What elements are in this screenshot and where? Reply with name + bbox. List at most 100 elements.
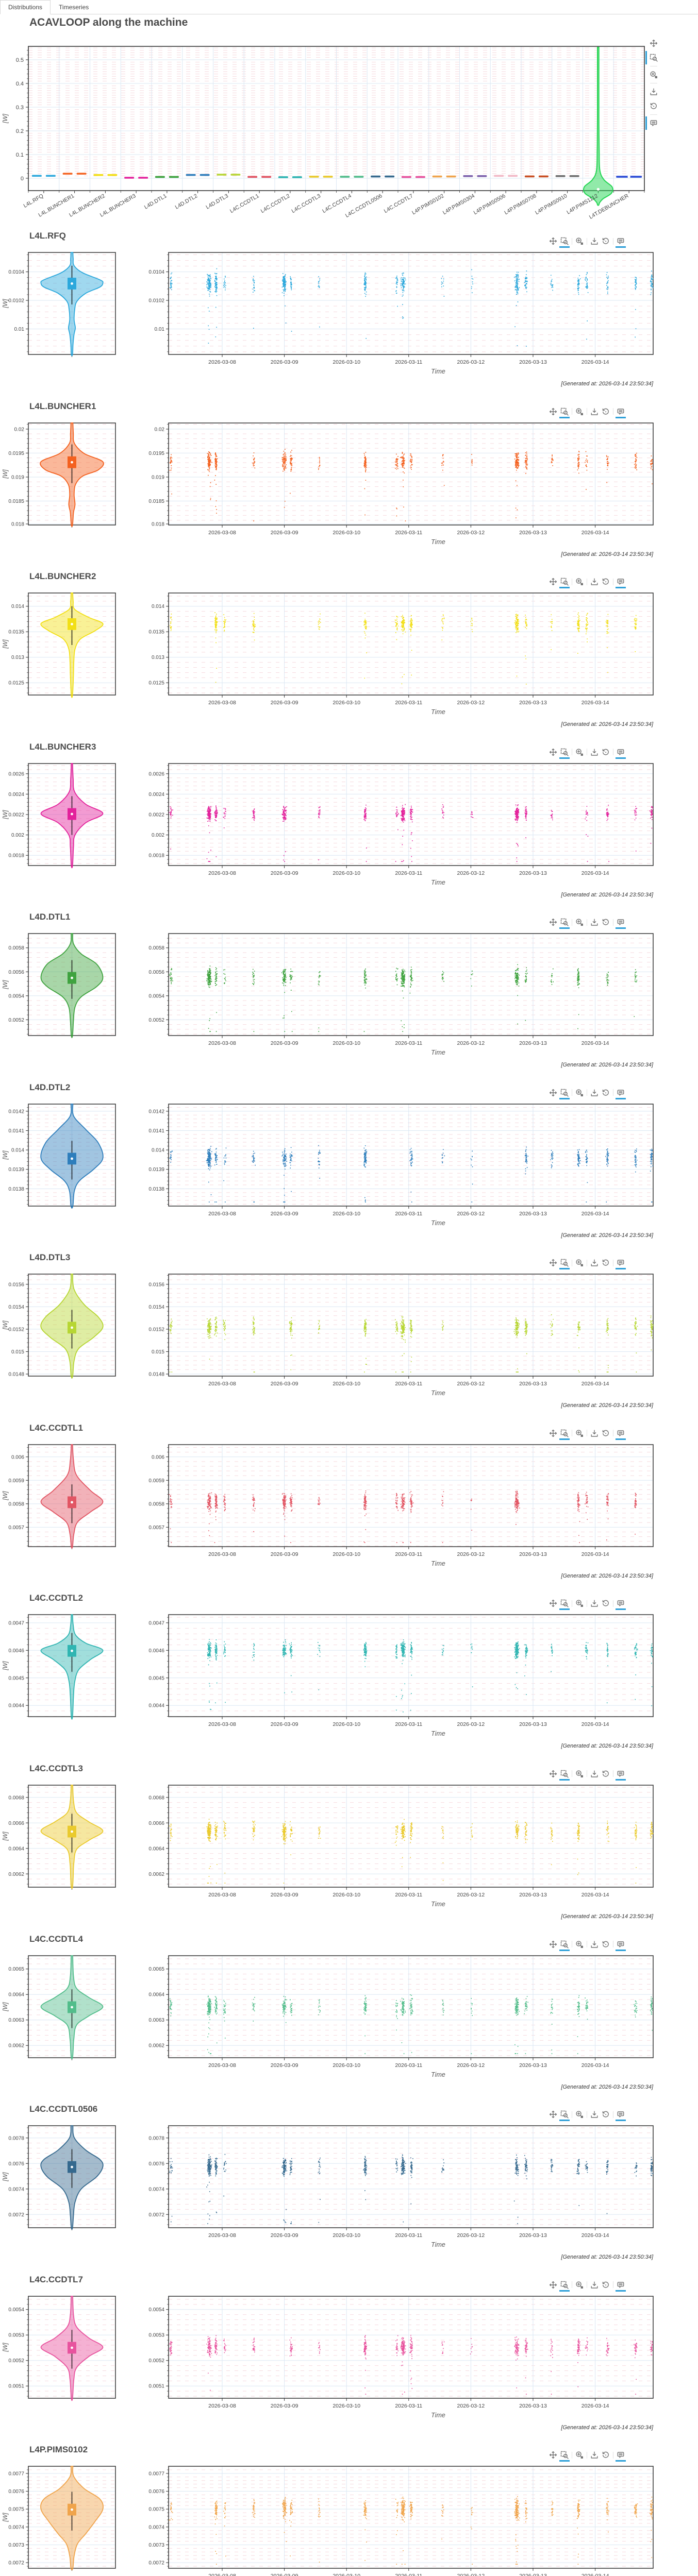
zoom-in-icon-button[interactable] <box>574 1088 585 1098</box>
zoom-in-icon-button[interactable] <box>648 67 659 82</box>
hover-comment-icon-button[interactable] <box>616 747 626 759</box>
zoom-in-icon-button[interactable] <box>574 747 585 757</box>
download-icon-button[interactable] <box>589 577 600 587</box>
reset-history-icon-button[interactable] <box>648 99 659 113</box>
reset-history-icon-button[interactable] <box>601 236 611 246</box>
row-charts[interactable]: 0.0026 0.0024 0.0022 0.002 0.0018 0.0026 0.002… <box>0 758 698 909</box>
zoom-in-icon-button[interactable] <box>574 577 585 587</box>
zoom-in-icon-button[interactable] <box>574 236 585 246</box>
box-zoom-icon-button[interactable] <box>559 1769 570 1781</box>
hover-comment-icon-button[interactable] <box>616 1598 626 1611</box>
row-charts[interactable]: 0.0104 0.0102 0.01 0.0104 0.0102 0.01 2026-03-… <box>0 247 698 398</box>
reset-history-icon-button[interactable] <box>601 2109 611 2120</box>
box-zoom-icon-button[interactable] <box>559 1428 570 1440</box>
download-icon-button[interactable] <box>648 84 659 99</box>
reset-history-icon-button[interactable] <box>601 2280 611 2290</box>
hover-comment-icon-button[interactable] <box>616 1939 626 1951</box>
box-zoom-icon-button[interactable] <box>559 577 570 589</box>
hover-comment-icon-button[interactable] <box>616 2450 626 2462</box>
tab-distributions[interactable]: Distributions <box>0 0 51 14</box>
row-charts[interactable]: 0.0077 0.0076 0.0075 0.0074 0.0073 0.0072 0.00… <box>0 2461 698 2576</box>
reset-history-icon-button[interactable] <box>601 1258 611 1268</box>
pan-icon-button[interactable] <box>548 2450 558 2460</box>
row-charts[interactable]: 0.0078 0.0076 0.0074 0.0072 0.0078 0.0076 0.00… <box>0 2121 698 2271</box>
hover-comment-icon-button[interactable] <box>616 406 626 418</box>
row-charts[interactable]: 0.02 0.0195 0.019 0.0185 0.018 0.02 0.0195 0.01… <box>0 418 698 568</box>
box-zoom-icon-button[interactable] <box>559 917 570 929</box>
zoom-in-icon-button[interactable] <box>574 1939 585 1950</box>
hover-comment-icon-button[interactable] <box>616 2280 626 2292</box>
row-charts[interactable]: 0.0058 0.0056 0.0054 0.0052 0.0058 0.0056 0.00… <box>0 928 698 1079</box>
reset-history-icon-button[interactable] <box>601 917 611 927</box>
pan-icon-button[interactable] <box>548 406 558 417</box>
hover-comment-icon-button[interactable] <box>616 577 626 589</box>
download-icon-button[interactable] <box>589 747 600 757</box>
zoom-in-icon-button[interactable] <box>574 1428 585 1438</box>
reset-history-icon-button[interactable] <box>601 406 611 417</box>
box-zoom-icon-button[interactable] <box>645 50 659 65</box>
download-icon-button[interactable] <box>589 1598 600 1608</box>
download-icon-button[interactable] <box>589 1088 600 1098</box>
zoom-in-icon-button[interactable] <box>574 917 585 927</box>
row-charts[interactable]: 0.0068 0.0066 0.0064 0.0062 0.0068 0.0066 0.00… <box>0 1780 698 1930</box>
zoom-in-icon-button[interactable] <box>574 2109 585 2120</box>
hover-comment-icon-button[interactable] <box>645 116 659 130</box>
row-charts[interactable]: 0.014 0.0135 0.013 0.0125 0.014 0.0135 0.013 0.… <box>0 588 698 738</box>
pan-icon-button[interactable] <box>548 1428 558 1438</box>
hover-comment-icon-button[interactable] <box>616 236 626 248</box>
reset-history-icon-button[interactable] <box>601 577 611 587</box>
pan-icon-button[interactable] <box>548 236 558 246</box>
reset-history-icon-button[interactable] <box>601 1428 611 1438</box>
download-icon-button[interactable] <box>589 236 600 246</box>
tab-timeseries[interactable]: Timeseries <box>59 4 89 11</box>
row-charts[interactable]: 0.006 0.0059 0.0058 0.0057 0.006 0.0059 0.0058… <box>0 1439 698 1590</box>
row-charts[interactable]: 0.0054 0.0053 0.0052 0.0051 0.0054 0.0053 0.00… <box>0 2291 698 2442</box>
box-zoom-icon-button[interactable] <box>559 2280 570 2292</box>
download-icon-button[interactable] <box>589 1769 600 1779</box>
pan-icon-button[interactable] <box>548 1939 558 1950</box>
box-zoom-icon-button[interactable] <box>559 2109 570 2122</box>
download-icon-button[interactable] <box>589 917 600 927</box>
pan-icon-button[interactable] <box>548 1769 558 1779</box>
reset-history-icon-button[interactable] <box>601 1088 611 1098</box>
download-icon-button[interactable] <box>589 2450 600 2460</box>
hover-comment-icon-button[interactable] <box>616 1258 626 1270</box>
hover-comment-icon-button[interactable] <box>616 917 626 929</box>
zoom-in-icon-button[interactable] <box>574 2450 585 2460</box>
box-zoom-icon-button[interactable] <box>559 406 570 418</box>
download-icon-button[interactable] <box>589 2280 600 2290</box>
pan-icon-button[interactable] <box>548 2280 558 2290</box>
row-charts[interactable]: 0.0142 0.0141 0.014 0.0139 0.0138 0.0142 0.014… <box>0 1099 698 1249</box>
download-icon-button[interactable] <box>589 2109 600 2120</box>
row-charts[interactable]: 0.0156 0.0154 0.0152 0.015 0.0148 0.0156 0.015… <box>0 1269 698 1419</box>
box-zoom-icon-button[interactable] <box>559 1258 570 1270</box>
zoom-in-icon-button[interactable] <box>574 1598 585 1608</box>
row-charts[interactable]: 0.0047 0.0046 0.0045 0.0044 0.0047 0.0046 0.00… <box>0 1609 698 1760</box>
pan-icon-button[interactable] <box>548 747 558 757</box>
reset-history-icon-button[interactable] <box>601 2450 611 2460</box>
hover-comment-icon-button[interactable] <box>616 1428 626 1440</box>
download-icon-button[interactable] <box>589 1939 600 1950</box>
box-zoom-icon-button[interactable] <box>559 1939 570 1951</box>
hover-comment-icon-button[interactable] <box>616 1769 626 1781</box>
pan-icon-button[interactable] <box>548 1088 558 1098</box>
pan-icon-button[interactable] <box>548 577 558 587</box>
pan-icon-button[interactable] <box>648 36 659 50</box>
zoom-in-icon-button[interactable] <box>574 406 585 417</box>
reset-history-icon-button[interactable] <box>601 1769 611 1779</box>
row-charts[interactable]: 0.0065 0.0064 0.0063 0.0062 0.0065 0.0064 0.00… <box>0 1951 698 2101</box>
pan-icon-button[interactable] <box>548 1258 558 1268</box>
box-zoom-icon-button[interactable] <box>559 1088 570 1099</box>
overview-violin-chart[interactable]: 0.50.40.30.20.10[W]L4L.RFQL4L.BUNCHER1L4… <box>0 29 698 228</box>
box-zoom-icon-button[interactable] <box>559 236 570 248</box>
reset-history-icon-button[interactable] <box>601 747 611 757</box>
pan-icon-button[interactable] <box>548 917 558 927</box>
hover-comment-icon-button[interactable] <box>616 2109 626 2122</box>
box-zoom-icon-button[interactable] <box>559 747 570 759</box>
zoom-in-icon-button[interactable] <box>574 1769 585 1779</box>
pan-icon-button[interactable] <box>548 2109 558 2120</box>
download-icon-button[interactable] <box>589 1258 600 1268</box>
box-zoom-icon-button[interactable] <box>559 2450 570 2462</box>
pan-icon-button[interactable] <box>548 1598 558 1608</box>
reset-history-icon-button[interactable] <box>601 1598 611 1608</box>
